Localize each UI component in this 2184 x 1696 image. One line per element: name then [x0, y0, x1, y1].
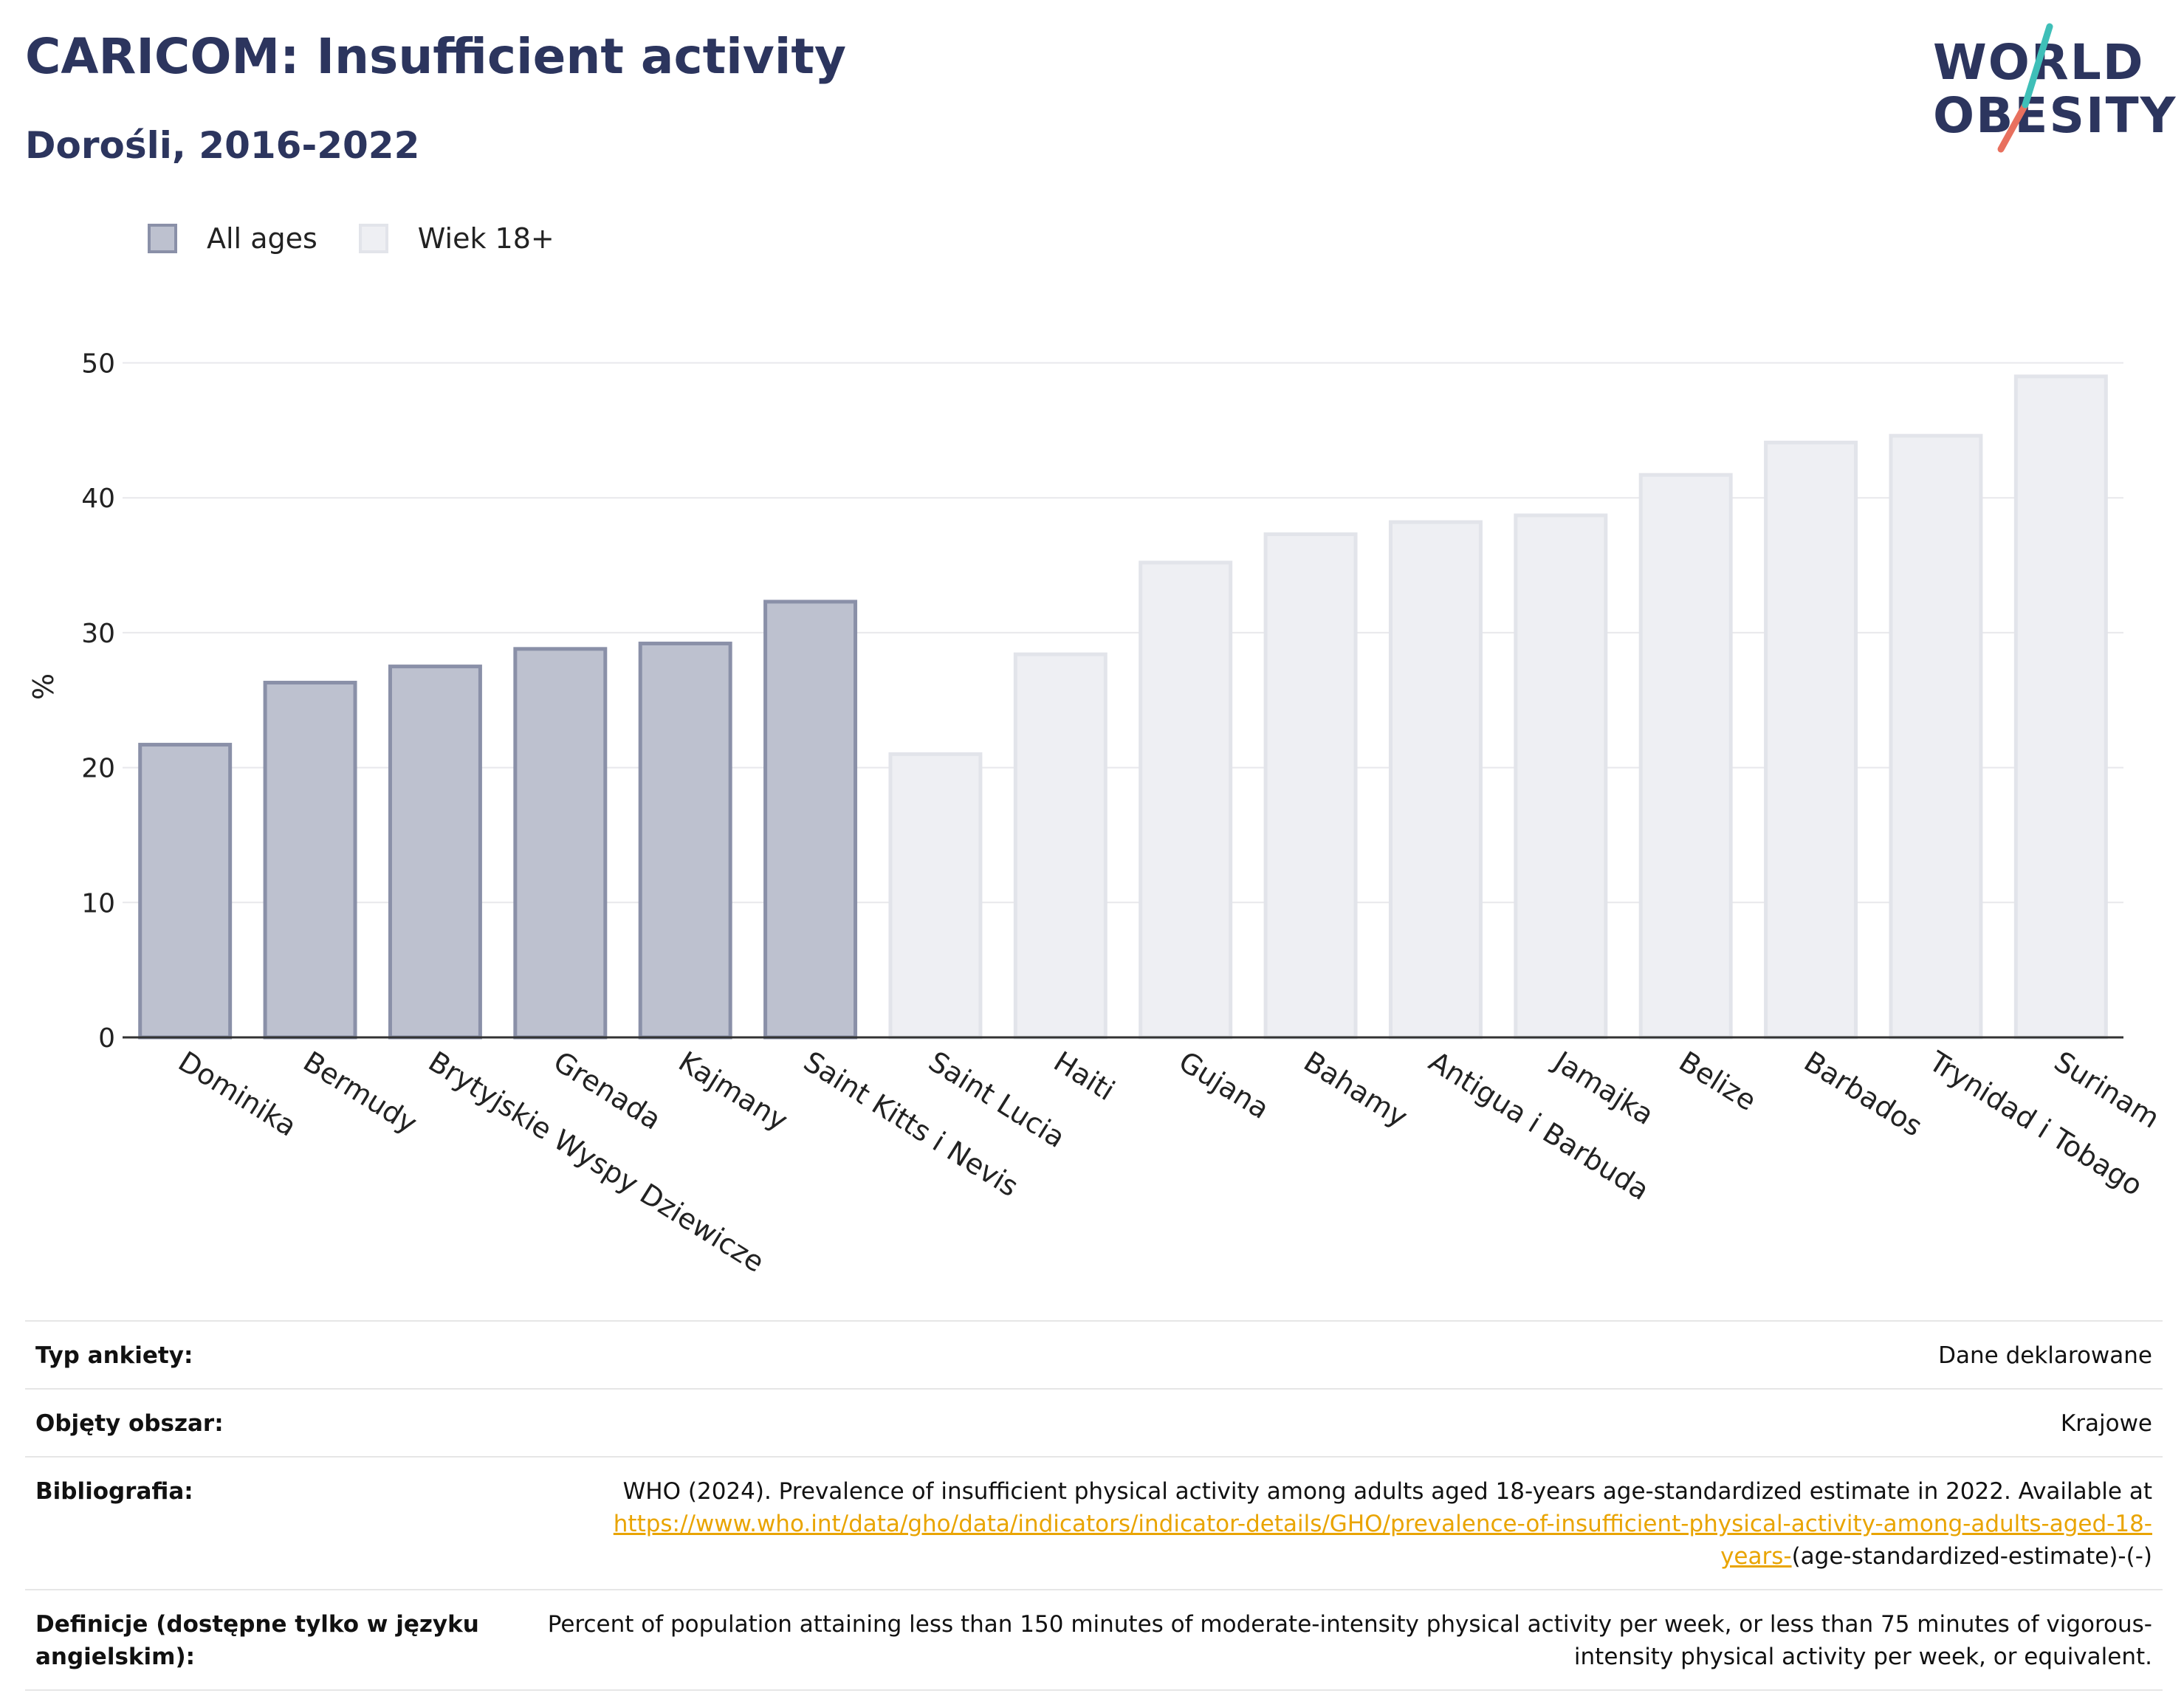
legend-item-adults[interactable]: Wiek 18+ [358, 222, 554, 255]
definitions-value: Percent of population attaining less tha… [547, 1611, 2152, 1670]
chart-subtitle: Dorośli, 2016-2022 [25, 124, 420, 167]
x-tick-label: Barbados [1799, 1045, 1929, 1142]
world-obesity-logo: WORLD OBESITY [1920, 22, 2175, 155]
bar [1889, 433, 1983, 1040]
x-tick-label: Haiti [1048, 1045, 1121, 1107]
y-tick-label: 20 [81, 754, 115, 784]
definitions-label: Definicje (dostępne tylko w języku angie… [35, 1611, 479, 1670]
legend-label-adults: Wiek 18+ [417, 222, 554, 255]
legend-label-all-ages: All ages [207, 222, 317, 255]
chart-title: CARICOM: Insufficient activity [25, 28, 846, 85]
y-axis-label: % [27, 673, 60, 700]
y-tick-label: 0 [98, 1023, 115, 1054]
survey-type-label: Typ ankiety: [35, 1342, 193, 1369]
x-tick-label: Saint Kitts i Nevis [798, 1045, 1024, 1203]
info-row-bibliography: Bibliografia: WHO (2024). Prevalence of … [25, 1456, 2163, 1589]
info-row-coverage: Objęty obszar: Krajowe [25, 1388, 2163, 1456]
bar [1514, 513, 1608, 1040]
bibliography-link-suffix: (age-standardized-estimate)-(-) [1791, 1543, 2152, 1570]
bibliography-link[interactable]: https://www.who.int/data/gho/data/indica… [613, 1511, 2152, 1570]
bar [138, 743, 233, 1040]
x-tick-label: Grenada [548, 1045, 667, 1136]
info-row-survey-type: Typ ankiety: Dane deklarowane [25, 1320, 2163, 1388]
x-tick-label: Kajmany [673, 1045, 793, 1137]
bar [388, 665, 482, 1040]
legend-swatch-all-ages [148, 224, 177, 253]
bar [763, 600, 858, 1040]
bar [263, 681, 357, 1040]
coverage-label: Objęty obszar: [35, 1410, 224, 1437]
info-table: Typ ankiety: Dane deklarowane Objęty obs… [25, 1320, 2163, 1691]
survey-type-value: Dane deklarowane [1938, 1342, 2152, 1369]
legend-item-all-ages[interactable]: All ages [148, 222, 317, 255]
bibliography-text: WHO (2024). Prevalence of insufficient p… [622, 1478, 2152, 1505]
y-tick-label: 40 [81, 484, 115, 514]
logo-slash-icon [1997, 23, 2053, 153]
bar [513, 647, 608, 1040]
bar [1013, 652, 1108, 1040]
x-tick-label: Gujana [1173, 1045, 1275, 1125]
bibliography-label: Bibliografia: [35, 1478, 193, 1505]
bar [1638, 473, 1733, 1040]
bar [1388, 520, 1483, 1040]
x-tick-label: Antigua i Barbuda [1424, 1045, 1655, 1206]
y-tick-label: 30 [81, 619, 115, 649]
coverage-value: Krajowe [2060, 1410, 2152, 1437]
info-row-definitions: Definicje (dostępne tylko w języku angie… [25, 1589, 2163, 1691]
chart-legend: All ages Wiek 18+ [148, 220, 596, 257]
bibliography-value: WHO (2024). Prevalence of insufficient p… [543, 1475, 2152, 1573]
bar [1139, 560, 1233, 1040]
bar [1764, 440, 1858, 1040]
x-tick-label: Bahamy [1298, 1045, 1413, 1133]
x-tick-label: Bermudy [298, 1045, 422, 1140]
x-tick-label: Surinam [2049, 1045, 2166, 1134]
y-tick-label: 50 [81, 349, 115, 380]
x-tick-label: Jamajka [1547, 1044, 1659, 1131]
bar [1263, 532, 1358, 1040]
logo-line-2: OBESITY [1933, 87, 2177, 144]
bar [638, 642, 732, 1040]
y-tick-label: 10 [81, 888, 115, 919]
x-tick-label: Dominika [173, 1045, 302, 1142]
bar [2013, 374, 2108, 1040]
bar [888, 752, 983, 1040]
x-tick-label: Belize [1673, 1045, 1762, 1117]
legend-swatch-adults [358, 224, 388, 253]
x-tick-label: Trynidad i Tobago [1923, 1045, 2148, 1202]
